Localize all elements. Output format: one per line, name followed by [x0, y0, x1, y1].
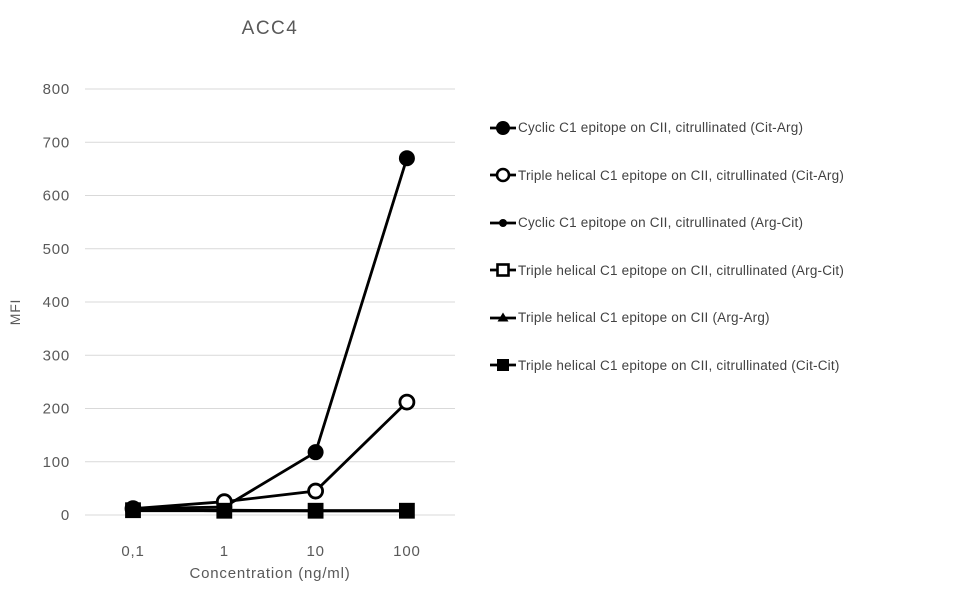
y-tick-label: 400 [43, 294, 70, 311]
legend-marker-filled-circle-large-icon [490, 120, 516, 135]
legend-item: Triple helical C1 epitope on CII, citrul… [489, 152, 959, 200]
series-1-marker [307, 482, 325, 500]
x-tick-label: 100 [393, 543, 420, 560]
y-tick-label: 300 [43, 347, 70, 364]
y-axis-title: MFI [7, 299, 23, 326]
y-tick-label: 0 [61, 507, 70, 524]
y-tick-label: 600 [43, 188, 70, 205]
legend: Cyclic C1 epitope on CII, citrullinated … [489, 104, 959, 389]
x-tick-label: 0,1 [121, 543, 144, 560]
x-tick-label: 10 [306, 543, 324, 560]
y-tick-label: 200 [43, 401, 70, 418]
legend-marker-open-square-icon [490, 263, 516, 278]
legend-item: Cyclic C1 epitope on CII, citrullinated … [489, 104, 959, 152]
y-tick-label: 500 [43, 241, 70, 258]
series-line-0 [132, 157, 409, 511]
legend-item: Triple helical C1 epitope on CII, citrul… [489, 247, 959, 295]
legend-marker-filled-circle-small-icon [490, 218, 516, 227]
series-5-marker [309, 504, 323, 518]
series-5-marker [400, 504, 414, 518]
legend-marker-open-circle-icon [490, 167, 516, 183]
legend-label: Triple helical C1 epitope on CII, citrul… [518, 357, 840, 373]
plot-area: 0 100 200 300 400 500 600 700 800 MFI 0,1 1 10 100 Con… [7, 81, 455, 582]
series-5-marker [217, 504, 231, 518]
chart-title: ACC4 [241, 18, 299, 39]
legend-label: Triple helical C1 epitope on CII, citrul… [518, 167, 845, 183]
legend-marker-filled-square-icon [490, 359, 516, 372]
x-axis-title: Concentration (ng/ml) [189, 565, 350, 582]
legend-item: Cyclic C1 epitope on CII, citrullinated … [489, 199, 959, 247]
series-line-1 [132, 401, 408, 511]
legend-label: Cyclic C1 epitope on CII, citrullinated … [518, 215, 804, 231]
y-tick-label: 800 [43, 81, 70, 98]
legend-item: Triple helical C1 epitope on CII (Arg-Ar… [489, 294, 959, 342]
legend-label: Triple helical C1 epitope on CII (Arg-Ar… [518, 310, 770, 326]
series-5-marker [126, 504, 140, 518]
series-0-marker [398, 150, 415, 167]
y-tick-label: 700 [43, 134, 70, 151]
legend-label: Triple helical C1 epitope on CII, citrul… [518, 262, 845, 278]
y-tick-label: 100 [43, 454, 70, 471]
legend-item: Triple helical C1 epitope on CII, citrul… [489, 342, 959, 390]
legend-marker-filled-triangle-icon [490, 312, 516, 322]
series-0-marker [307, 444, 324, 461]
series-1-marker [398, 393, 416, 411]
legend-label: Cyclic C1 epitope on CII, citrullinated … [518, 120, 804, 136]
x-tick-label: 1 [220, 543, 229, 560]
